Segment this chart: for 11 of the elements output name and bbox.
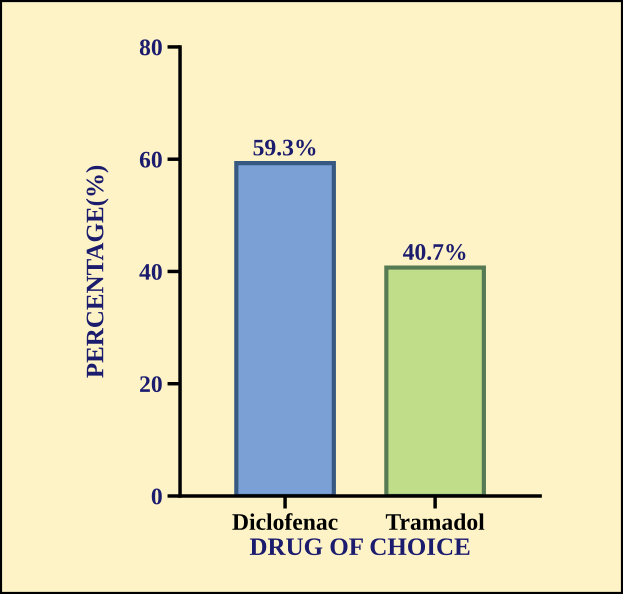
- x-tick-label: Diclofenac: [232, 513, 338, 530]
- x-tick-label: Tramadol: [386, 513, 484, 530]
- y-tick-label: 20: [140, 376, 162, 392]
- x-axis-title: DRUG OF CHOICE: [250, 538, 470, 556]
- y-tick-label: 80: [140, 39, 162, 56]
- y-tick-label: 40: [139, 264, 162, 280]
- y-tick-label: 60: [140, 152, 162, 168]
- y-axis-title: PERCENTAGE(%): [86, 166, 109, 378]
- data-label: 40.7%: [402, 244, 466, 260]
- data-label: 59.3%: [254, 140, 316, 156]
- y-tick-label: 0: [152, 488, 162, 504]
